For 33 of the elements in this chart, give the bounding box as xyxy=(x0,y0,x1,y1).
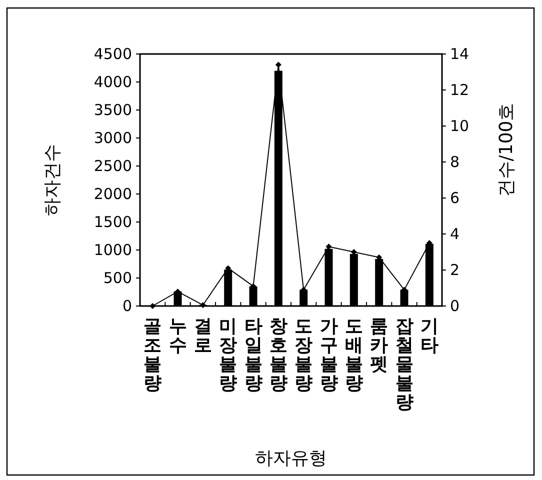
y-tick-label: 2500 xyxy=(94,157,132,175)
y-tick-label: 500 xyxy=(103,269,132,287)
x-tick-label: 타일불량 xyxy=(244,316,262,394)
x-tick-label: 도배불량 xyxy=(344,316,363,394)
y-tick-label: 4500 xyxy=(94,45,132,63)
y2-tick-label: 8 xyxy=(450,153,460,171)
y2-tick-label: 2 xyxy=(450,261,460,279)
x-tick-label: 누수 xyxy=(168,316,187,356)
x-tick-label: 기타 xyxy=(420,316,438,356)
x-tick-label: 창호불량 xyxy=(269,316,288,394)
x-tick-label: 가구불량 xyxy=(320,316,338,394)
x-tick-label: 룸카펫 xyxy=(370,316,388,375)
x-tick-label: 결로 xyxy=(194,316,212,356)
y2-tick-label: 6 xyxy=(450,189,460,207)
x-axis-title: 하자유형 xyxy=(255,448,327,469)
y-tick-label: 3000 xyxy=(94,129,132,147)
y-tick-label: 4000 xyxy=(94,73,132,91)
y2-tick-label: 14 xyxy=(450,45,470,63)
x-tick-label: 잡철물불량 xyxy=(395,316,414,413)
x-tick-label: 도장불량 xyxy=(294,316,313,394)
y-tick-label: 1000 xyxy=(94,241,132,259)
x-tick-label: 미장불량 xyxy=(219,316,238,394)
y-tick-label: 2000 xyxy=(94,185,132,203)
y-axis-title: 하자건수 xyxy=(42,144,63,216)
y2-tick-label: 12 xyxy=(450,81,470,99)
x-tick-label: 골조불량 xyxy=(144,316,162,394)
y-tick-label: 3500 xyxy=(94,101,132,119)
y2-tick-label: 0 xyxy=(450,297,460,315)
y-tick-label: 0 xyxy=(122,297,132,315)
y2-tick-label: 4 xyxy=(450,225,460,243)
y-tick-label: 1500 xyxy=(94,213,132,231)
y2-axis-title: 건수/100호 xyxy=(496,102,517,198)
y2-tick-label: 10 xyxy=(450,117,470,135)
